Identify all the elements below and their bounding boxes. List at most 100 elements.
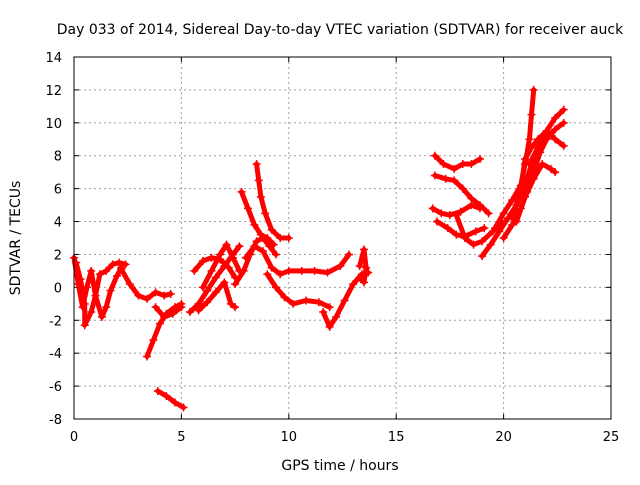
data-point-marker (437, 209, 446, 218)
data-point-marker (121, 260, 130, 269)
data-point-marker (456, 207, 465, 216)
data-point-marker (276, 234, 285, 242)
data-point-marker (546, 164, 555, 173)
data-point-marker (559, 118, 568, 127)
series-track-6 (155, 388, 186, 410)
data-point-marker (190, 266, 199, 275)
y-tick-label: 14 (45, 51, 62, 66)
data-point-marker (542, 127, 551, 136)
data-point-marker (207, 266, 216, 275)
data-point-marker (166, 289, 175, 298)
data-point-marker (340, 296, 349, 305)
data-point-marker (430, 151, 439, 160)
data-point-marker (160, 312, 169, 321)
data-point-marker (439, 159, 448, 168)
data-point-marker (235, 242, 244, 251)
series-track-5 (153, 304, 184, 320)
series-track-28 (509, 128, 567, 221)
data-point-marker (469, 240, 478, 249)
data-point-marker (475, 155, 484, 164)
data-point-marker (259, 247, 268, 256)
y-tick-label: -8 (49, 413, 62, 428)
data-point-marker (143, 294, 152, 303)
data-point-marker (87, 266, 96, 275)
data-point-marker (443, 224, 452, 233)
data-point-marker (559, 105, 568, 114)
data-point-marker (112, 271, 121, 280)
data-point-marker (355, 261, 364, 270)
data-point-marker (216, 250, 225, 259)
data-point-marker (170, 398, 179, 407)
data-point-marker (134, 291, 143, 300)
data-point-marker (332, 312, 341, 321)
data-point-marker (310, 266, 319, 275)
x-tick-label: 0 (70, 430, 78, 445)
data-point-marker (467, 159, 476, 168)
series-track-12 (239, 189, 277, 248)
data-point-marker (452, 230, 461, 239)
data-point-marker (177, 303, 186, 312)
data-point-marker (336, 261, 345, 270)
data-point-marker (224, 263, 233, 272)
data-point-marker (207, 253, 216, 262)
data-point-marker (521, 192, 530, 201)
data-point-marker (220, 278, 229, 287)
plot-frame (73, 56, 612, 420)
data-point-marker (478, 252, 487, 261)
data-point-marker (222, 240, 231, 249)
data-point-marker (460, 234, 469, 242)
data-point-marker (97, 312, 106, 321)
data-point-marker (241, 253, 250, 262)
y-tick-label: -2 (49, 314, 62, 329)
data-point-marker (80, 321, 89, 330)
data-point-marker (480, 224, 489, 233)
data-point-marker (471, 227, 480, 236)
data-point-marker (301, 296, 310, 305)
data-point-marker (82, 283, 91, 292)
data-point-marker (512, 217, 521, 226)
chart-title: Day 033 of 2014, Sidereal Day-to-day VTE… (57, 22, 624, 38)
x-tick-label: 20 (495, 430, 512, 445)
data-point-marker (239, 266, 248, 275)
data-point-marker (243, 204, 252, 213)
data-point-marker (117, 265, 126, 274)
x-tick-label: 5 (177, 430, 185, 445)
data-point-marker (271, 250, 280, 259)
data-point-marker (508, 214, 517, 223)
data-point-marker (256, 230, 265, 239)
data-point-marker (325, 322, 334, 331)
data-point-marker (108, 260, 117, 269)
data-point-marker (78, 303, 87, 312)
data-point-marker (102, 266, 111, 275)
data-point-marker (458, 159, 467, 168)
data-point-marker (430, 171, 439, 180)
data-point-marker (231, 303, 240, 312)
data-point-marker (95, 270, 104, 279)
data-point-marker (551, 125, 560, 134)
x-tick-label: 10 (281, 430, 298, 445)
data-point-marker (428, 204, 437, 213)
data-point-marker (452, 210, 461, 219)
data-point-marker (551, 168, 560, 177)
data-point-marker (559, 141, 568, 150)
data-point-marker (458, 184, 467, 193)
data-point-marker (521, 155, 530, 164)
x-tick-label: 15 (388, 430, 405, 445)
data-point-marker (325, 303, 334, 312)
data-point-marker (495, 227, 504, 236)
data-point-marker (475, 204, 484, 213)
data-point-marker (484, 209, 493, 218)
data-point-marker (252, 159, 261, 168)
data-point-marker (276, 270, 285, 279)
data-point-marker (203, 286, 212, 295)
data-point-marker (271, 283, 280, 292)
data-point-marker (153, 387, 162, 396)
data-point-marker (499, 209, 508, 218)
data-point-marker (525, 135, 534, 144)
data-point-marker (226, 299, 235, 308)
data-point-marker (267, 225, 276, 234)
y-tick-label: 6 (54, 183, 62, 198)
data-point-marker (263, 270, 272, 279)
data-point-marker (125, 280, 134, 289)
